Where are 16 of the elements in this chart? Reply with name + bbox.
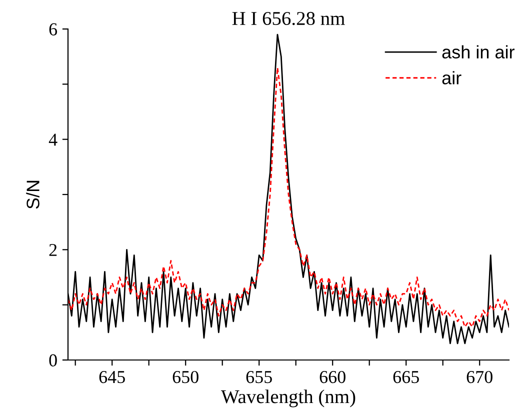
y-tick-label: 2 bbox=[49, 244, 57, 256]
x-tick-label: 650 bbox=[172, 370, 198, 384]
y-tick-label: 6 bbox=[49, 23, 58, 36]
chart-title: H I 656.28 nm bbox=[232, 12, 345, 26]
x-tick-label: 670 bbox=[466, 370, 492, 384]
x-tick-label: 665 bbox=[393, 370, 419, 384]
x-axis-title: Wavelength (nm) bbox=[220, 390, 356, 408]
line-series bbox=[68, 66, 509, 328]
x-tick-label: 645 bbox=[99, 370, 125, 384]
legend-label: air bbox=[442, 71, 462, 84]
y-axis-title: S/N bbox=[26, 180, 40, 209]
legend-label: ash in air bbox=[442, 45, 515, 59]
y-tick-label: 0 bbox=[49, 354, 57, 366]
x-tick-label: 660 bbox=[320, 370, 346, 384]
x-tick-label: 655 bbox=[246, 370, 272, 384]
y-tick-label: 4 bbox=[48, 134, 58, 146]
